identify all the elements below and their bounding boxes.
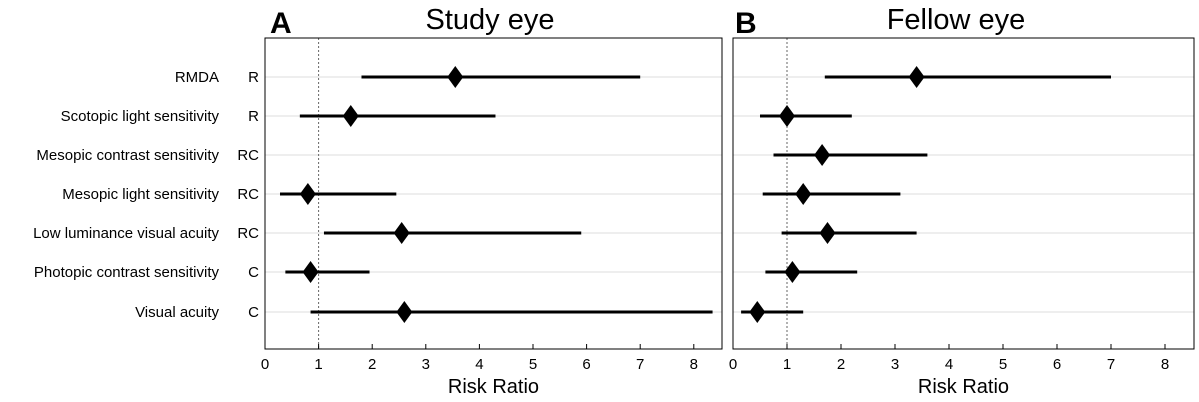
x-axis-title: Risk Ratio [918, 376, 1009, 398]
panel-title: Study eye [426, 4, 555, 36]
x-tick-label: 8 [690, 356, 698, 373]
plot-frame [732, 37, 1195, 350]
row-label: Low luminance visual acuity [33, 225, 219, 242]
row-code: R [248, 108, 259, 125]
estimate-diamond [784, 261, 801, 283]
x-tick-label: 0 [729, 356, 737, 373]
estimate-diamond [779, 105, 795, 127]
estimate-diamond [299, 183, 316, 205]
row-label: Visual acuity [135, 304, 219, 321]
x-tick-label: 7 [1107, 356, 1115, 373]
row-label: Photopic contrast sensitivity [34, 264, 220, 281]
x-tick-label: 6 [582, 356, 590, 373]
x-tick-label: 4 [475, 356, 483, 373]
x-tick-label: 2 [837, 356, 845, 373]
estimate-diamond [396, 301, 413, 323]
x-tick-label: 8 [1161, 356, 1169, 373]
x-tick-label: 1 [783, 356, 791, 373]
estimate-diamond [795, 183, 812, 205]
x-tick-label: 3 [422, 356, 430, 373]
row-code: RC [237, 225, 259, 242]
row-code: C [248, 304, 259, 321]
row-code: RC [237, 147, 259, 164]
plot-frame [264, 37, 723, 350]
estimate-diamond [749, 301, 766, 323]
row-label: Scotopic light sensitivity [61, 108, 220, 125]
x-tick-label: 5 [999, 356, 1007, 373]
estimate-diamond [342, 105, 359, 127]
estimate-diamond [814, 144, 831, 166]
x-tick-label: 7 [636, 356, 644, 373]
estimate-diamond [908, 66, 925, 88]
estimate-diamond [819, 222, 836, 244]
x-tick-label: 6 [1053, 356, 1061, 373]
x-tick-label: 2 [368, 356, 376, 373]
x-tick-label: 0 [261, 356, 269, 373]
panel-title: Fellow eye [887, 4, 1026, 36]
row-label: Mesopic contrast sensitivity [36, 147, 219, 164]
x-axis-title: Risk Ratio [448, 376, 539, 398]
panel-b: B Fellow eye 0 1 2 3 4 5 6 7 8 Risk Ratio [729, 4, 1195, 398]
x-tick-label: 1 [314, 356, 322, 373]
panel-a: A Study eye 0 1 2 3 4 5 6 7 8 Risk Ratio [261, 4, 723, 398]
estimate-diamond [302, 261, 319, 283]
row-labels: RMDA R Scotopic light sensitivity R Mesopic … [33, 69, 259, 321]
estimate-diamond [447, 66, 464, 88]
panel-letter: A [270, 7, 292, 40]
row-code: RC [237, 186, 259, 203]
row-code: C [248, 264, 259, 281]
panel-letter: B [735, 7, 757, 40]
row-code: R [248, 69, 259, 86]
x-tick-label: 4 [945, 356, 953, 373]
row-label: RMDA [175, 69, 219, 86]
estimate-diamond [393, 222, 410, 244]
x-tick-label: 3 [891, 356, 899, 373]
row-label: Mesopic light sensitivity [62, 186, 219, 203]
x-tick-label: 5 [529, 356, 537, 373]
